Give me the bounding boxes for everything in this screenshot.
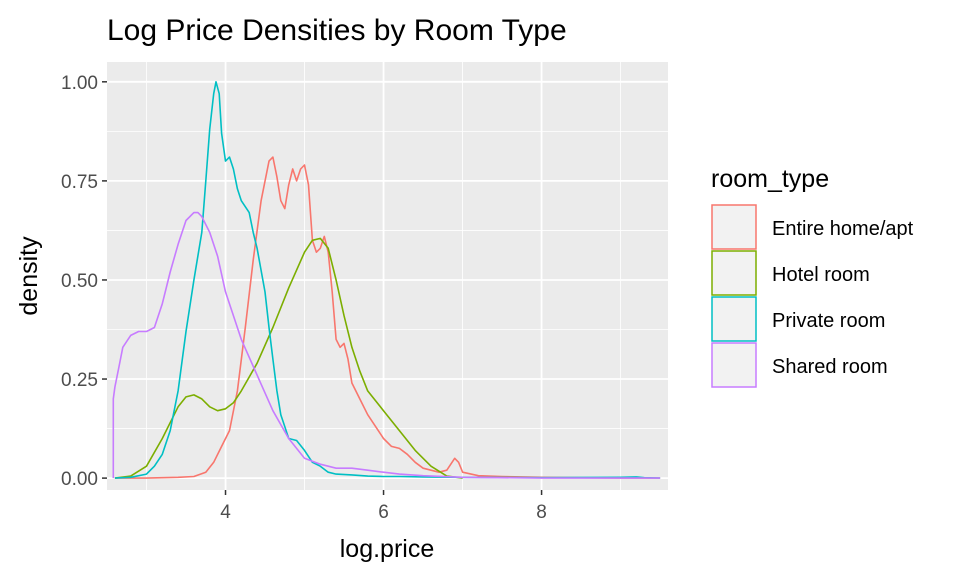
legend-label-private-room: Private room: [772, 310, 885, 332]
y-axis-title: density: [15, 236, 43, 316]
legend-key-entire-home-apt: [711, 204, 757, 250]
series-line-hotel-room: [114, 237, 463, 479]
x-axis-title: log.price: [340, 535, 435, 563]
minor-gridlines: [107, 62, 668, 490]
y-tick-label: 0.00: [61, 469, 98, 490]
y-axis: 0.00 0.25 0.50 0.75 1.00: [61, 73, 107, 490]
plot-panel: [107, 62, 668, 490]
major-gridlines: [107, 62, 668, 490]
series-line-private-room: [114, 81, 661, 479]
y-tick-label: 0.50: [61, 271, 98, 292]
legend-key-shared-room: [711, 342, 757, 388]
y-tick-label: 1.00: [61, 73, 98, 94]
chart-title: Log Price Densities by Room Type: [107, 14, 567, 47]
legend-key-private-room: [711, 296, 757, 342]
series-line-shared-room: [112, 211, 661, 479]
x-tick-label: 8: [536, 502, 547, 523]
legend: room_type Entire home/apt Hotel room Priva…: [711, 165, 914, 388]
x-tick-label: 6: [378, 502, 389, 523]
y-tick-label: 0.75: [61, 172, 98, 193]
legend-title: room_type: [711, 165, 829, 193]
legend-label-shared-room: Shared room: [772, 356, 888, 378]
legend-label-hotel-room: Hotel room: [772, 264, 870, 286]
x-tick-label: 4: [220, 502, 231, 523]
legend-key-hotel-room: [711, 250, 757, 296]
x-axis: 4 6 8: [220, 490, 547, 523]
density-lines: [112, 81, 661, 479]
legend-label-entire-home-apt: Entire home/apt: [772, 218, 914, 240]
y-tick-label: 0.25: [61, 370, 98, 391]
